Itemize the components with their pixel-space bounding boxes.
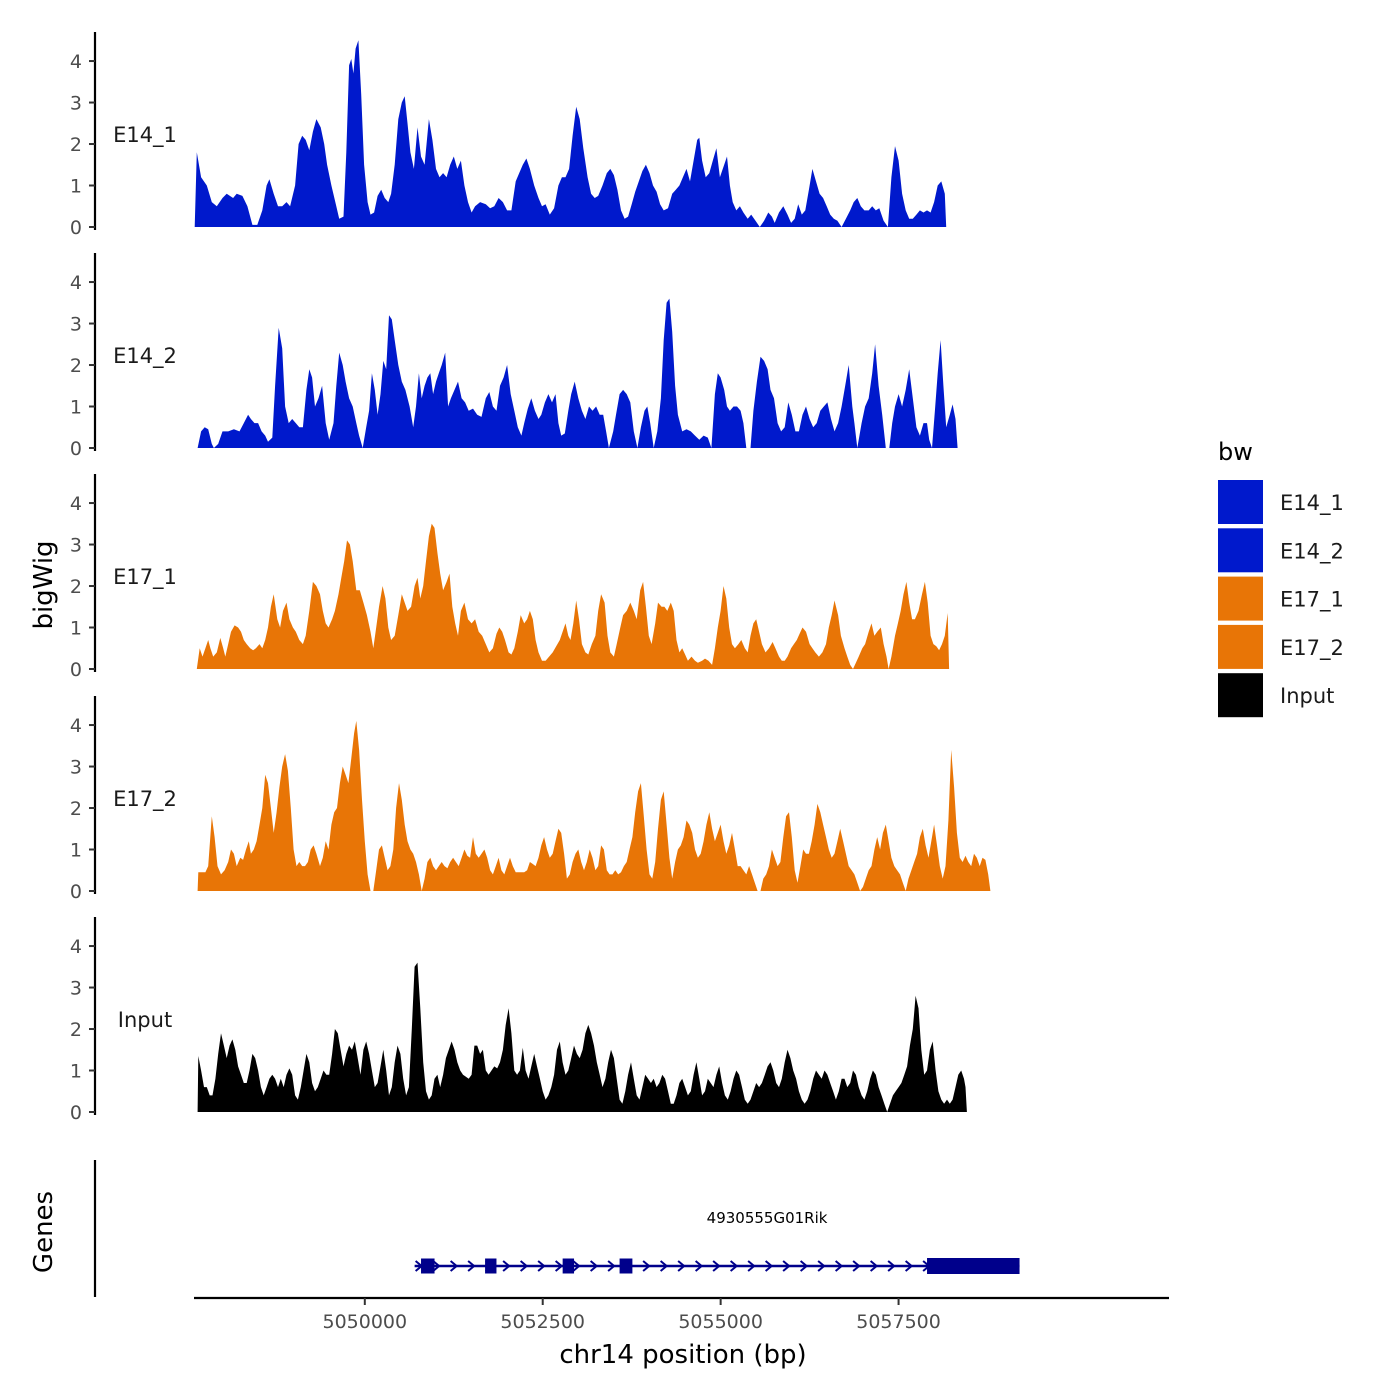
legend-swatch	[1218, 673, 1263, 718]
tracks-layer: 0 1 2 3 4 E14_1 0 1 2 3 4 E14_2 0 1 2 3 4 E17_1 0 1 2 3 4 E17_2…	[70, 32, 991, 1124]
strand-arrow	[449, 1260, 459, 1272]
signal-area	[196, 523, 950, 669]
strand-arrow	[607, 1260, 616, 1272]
y-axis-title: bigWig	[29, 540, 59, 629]
strand-arrow	[589, 1260, 599, 1272]
y-tick-label: 0	[70, 217, 82, 239]
y-tick-label: 0	[70, 438, 82, 460]
y-tick-label: 2	[70, 355, 82, 377]
strand-arrow	[764, 1260, 774, 1272]
genes-panel: 4930555G01Rik	[93, 1160, 1020, 1297]
legend-title: bw	[1218, 438, 1253, 466]
strand-arrow	[729, 1260, 739, 1272]
strand-arrow	[502, 1260, 511, 1272]
gene-exon	[485, 1258, 497, 1274]
track-label: E14_1	[113, 123, 177, 148]
strand-arrow	[519, 1260, 529, 1272]
track-input: 0 1 2 3 4 Input	[70, 917, 967, 1124]
y-tick-label: 4	[70, 715, 82, 737]
strand-arrow	[467, 1260, 476, 1272]
y-tick-label: 4	[70, 272, 82, 294]
signal-area	[197, 962, 967, 1112]
track-e17-2: 0 1 2 3 4 E17_2	[70, 696, 991, 903]
y-tick-label: 1	[70, 1061, 82, 1083]
legend-label: E17_2	[1280, 636, 1344, 661]
strand-arrow	[834, 1260, 844, 1272]
y-tick-label: 2	[70, 1019, 82, 1041]
strand-arrow	[694, 1260, 704, 1272]
y-tick-label: 0	[70, 881, 82, 903]
y-tick-label: 2	[70, 134, 82, 156]
y-tick-label: 4	[70, 936, 82, 958]
legend-swatch	[1218, 624, 1263, 669]
legend-label: E14_1	[1280, 491, 1344, 516]
track-label: E17_1	[113, 565, 177, 590]
x-tick-label: 5057500	[856, 1311, 941, 1333]
legend-label: Input	[1280, 684, 1334, 708]
legend-swatch	[1218, 576, 1263, 621]
gene-exon	[619, 1258, 633, 1274]
y-tick-label: 2	[70, 798, 82, 820]
track-e14-2: 0 1 2 3 4 E14_2	[70, 253, 958, 460]
strand-arrow	[537, 1260, 546, 1272]
strand-arrow	[659, 1260, 669, 1272]
strand-arrow	[817, 1260, 826, 1272]
strand-arrow	[572, 1260, 581, 1272]
track-label: E14_2	[113, 344, 177, 369]
y-tick-label: 0	[70, 659, 82, 681]
strand-arrow	[747, 1260, 756, 1272]
y-tick-label: 1	[70, 176, 82, 198]
y-tick-label: 1	[70, 397, 82, 419]
y-tick-label: 0	[70, 1102, 82, 1124]
strand-arrow	[904, 1260, 914, 1272]
track-label: E17_2	[113, 787, 177, 812]
x-tick-label: 5050000	[322, 1311, 407, 1333]
y-tick-label: 2	[70, 576, 82, 598]
track-label: Input	[118, 1008, 172, 1032]
y-tick-label: 3	[70, 757, 82, 779]
strand-arrow	[642, 1260, 651, 1272]
y-tick-label: 3	[70, 93, 82, 115]
legend-label: E14_2	[1280, 539, 1344, 564]
strand-arrow	[554, 1260, 564, 1272]
strand-arrow	[432, 1260, 441, 1272]
x-axis-title: chr14 position (bp)	[559, 1340, 806, 1370]
strand-arrow	[852, 1260, 861, 1272]
signal-area	[197, 298, 958, 448]
x-tick-label: 5052500	[500, 1311, 585, 1333]
x-axis: 5050000 5052500 5055000 5057500	[194, 1296, 1169, 1333]
gene-name-label: 4930555G01Rik	[707, 1209, 828, 1227]
genes-axis-title: Genes	[29, 1191, 59, 1273]
legend-swatch	[1218, 480, 1263, 524]
legend-label: E17_1	[1280, 588, 1344, 613]
strand-arrow	[887, 1260, 896, 1272]
legend: bw E14_1 E14_2 E17_1 E17_2 Input	[1218, 438, 1344, 718]
gene-exon	[927, 1258, 1020, 1274]
legend-swatch	[1218, 528, 1263, 573]
y-tick-label: 1	[70, 840, 82, 862]
track-e14-1: 0 1 2 3 4 E14_1	[70, 32, 947, 239]
strand-arrow	[799, 1260, 809, 1272]
strand-arrow	[677, 1260, 686, 1272]
strand-arrow	[712, 1260, 721, 1272]
gene-exon	[421, 1258, 435, 1274]
y-tick-label: 4	[70, 51, 82, 73]
strand-arrow	[782, 1260, 791, 1272]
y-tick-label: 1	[70, 618, 82, 640]
x-tick-label: 5055000	[678, 1311, 763, 1333]
y-tick-label: 3	[70, 978, 82, 1000]
y-tick-label: 4	[70, 493, 82, 515]
y-tick-label: 3	[70, 535, 82, 557]
signal-area	[194, 40, 947, 227]
strand-arrow	[869, 1260, 879, 1272]
track-e17-1: 0 1 2 3 4 E17_1	[70, 474, 950, 681]
signal-area	[197, 720, 991, 891]
gene-exon	[562, 1258, 575, 1274]
y-tick-label: 3	[70, 314, 82, 336]
